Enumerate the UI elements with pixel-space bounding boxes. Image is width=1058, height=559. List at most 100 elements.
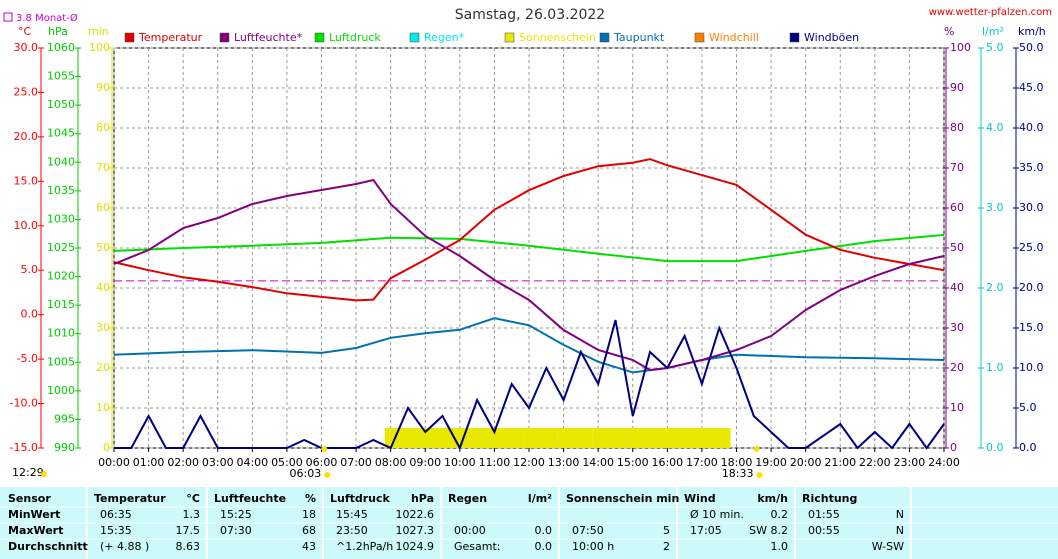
y-tick-label: -10.0 — [10, 397, 38, 410]
table-cell: 07:50 — [572, 524, 604, 537]
x-tick-label: 06:00 — [306, 456, 338, 469]
table-cell: 43 — [302, 540, 316, 553]
legend-swatch — [314, 32, 325, 43]
reference-icon — [3, 12, 13, 22]
y-tick-label: 70 — [950, 161, 964, 174]
table-cell: N — [896, 508, 904, 521]
y-tick-label: 35.0 — [1019, 161, 1044, 174]
table-cell: N — [896, 524, 904, 537]
table-cell: 1.0 — [771, 540, 789, 553]
y-tick-label: 30 — [950, 321, 964, 334]
y-tick-label: 40.0 — [1019, 121, 1044, 134]
sun-time: 18:33 — [722, 467, 754, 480]
y-tick-label: 1025 — [47, 241, 75, 254]
x-tick-label: 13:00 — [548, 456, 580, 469]
legend-label: Regen* — [424, 31, 465, 44]
x-tick-label: 21:00 — [824, 456, 856, 469]
x-tick-label: 17:00 — [686, 456, 718, 469]
bar — [523, 428, 558, 448]
y-tick-label: 1000 — [47, 384, 75, 397]
y-tick-label: 70 — [96, 161, 110, 174]
y-tick-label: 100 — [950, 41, 971, 54]
y-tick-label: 20 — [96, 361, 110, 374]
sun-icon — [41, 471, 47, 477]
table-cell: 01:55 — [808, 508, 840, 521]
y-tick-label: 4.0 — [986, 121, 1004, 134]
source: www.wetter-pfalzen.com — [929, 7, 1052, 18]
table-header: Richtung — [802, 492, 857, 505]
bar — [384, 428, 420, 448]
y-tick-label: 5.0 — [1019, 401, 1037, 414]
table-cell: 23:50 — [336, 524, 368, 537]
legend-swatch — [409, 32, 420, 43]
table-cell: 2 — [663, 540, 670, 553]
row-label: MinWert — [8, 508, 60, 521]
y-tick-label: 1045 — [47, 127, 75, 140]
table-header-unit: °C — [186, 492, 200, 505]
y-tick-label: 60 — [96, 201, 110, 214]
y-tick-label: 10.0 — [1019, 361, 1044, 374]
table-header: Wind — [684, 492, 716, 505]
series-line — [113, 178, 945, 372]
y-tick-label: 45.0 — [1019, 81, 1044, 94]
table-cell: 06:35 — [100, 508, 132, 521]
x-tick-label: 00:00 — [98, 456, 130, 469]
series-line — [114, 319, 945, 451]
y-tick-label: 0.0 — [986, 441, 1004, 454]
table-cell: 1.3 — [183, 508, 201, 521]
y-tick-label: 0 — [103, 441, 110, 454]
table-cell: 00:55 — [808, 524, 840, 537]
table-cell: 0.2 — [771, 508, 789, 521]
row-label: MaxWert — [8, 524, 63, 537]
reference-label: 3.8 Monat-Ø — [16, 12, 78, 24]
y-tick-label: 1015 — [47, 298, 75, 311]
table-cell: 17:05 — [690, 524, 722, 537]
legend-swatch — [789, 32, 800, 43]
y-tick-label: 20 — [950, 361, 964, 374]
x-tick-label: 04:00 — [236, 456, 268, 469]
y-tick-label: 20.0 — [14, 130, 39, 143]
table-cell: 1022.6 — [396, 508, 435, 521]
row-label: Durchschnitt — [8, 540, 88, 553]
x-tick-label: 14:00 — [582, 456, 614, 469]
y-tick-label: 1060 — [47, 41, 75, 54]
table-cell: 0.0 — [535, 540, 553, 553]
legend-label: Windböen — [804, 31, 859, 44]
y-tick-label: 100 — [89, 41, 110, 54]
bar — [661, 428, 697, 448]
chart-title: Samstag, 26.03.2022 — [455, 7, 605, 23]
y-tick-label: 5.0 — [21, 263, 39, 276]
x-tick-label: 20:00 — [790, 456, 822, 469]
table-header: Sonnenschein min — [566, 492, 679, 505]
y-tick-label: 25.0 — [1019, 241, 1044, 254]
x-tick-label: 15:00 — [617, 456, 649, 469]
x-tick-label: 24:00 — [928, 456, 960, 469]
y-tick-label: 0 — [950, 441, 957, 454]
axis-unit: % — [944, 25, 954, 38]
table-cell: SW 8.2 — [749, 524, 788, 537]
table-cell: 00:00 — [454, 524, 486, 537]
table-cell: 07:30 — [220, 524, 252, 537]
axis-unit: hPa — [48, 25, 68, 38]
legend-label: Luftdruck — [329, 31, 381, 44]
sun-icon — [321, 446, 328, 452]
series-line — [113, 233, 945, 263]
x-tick-label: 12:00 — [513, 456, 545, 469]
y-tick-label: 50 — [950, 241, 964, 254]
table-header: Sensor — [8, 492, 51, 505]
table-cell: (+ 4.88 ) — [100, 540, 149, 553]
y-tick-label: -15.0 — [10, 441, 38, 454]
y-tick-label: 1050 — [47, 98, 75, 111]
y-tick-label: 15.0 — [1019, 321, 1044, 334]
table-cell: Ø 10 min. — [690, 508, 744, 521]
y-tick-label: 1005 — [47, 355, 75, 368]
y-tick-label: 990 — [54, 441, 75, 454]
bar — [557, 428, 593, 448]
x-tick-label: 23:00 — [894, 456, 926, 469]
y-tick-label: 20.0 — [1019, 281, 1044, 294]
y-tick-label: 1035 — [47, 184, 75, 197]
y-tick-label: 1055 — [47, 70, 75, 83]
y-tick-label: 60 — [950, 201, 964, 214]
y-tick-label: 30.0 — [1019, 201, 1044, 214]
